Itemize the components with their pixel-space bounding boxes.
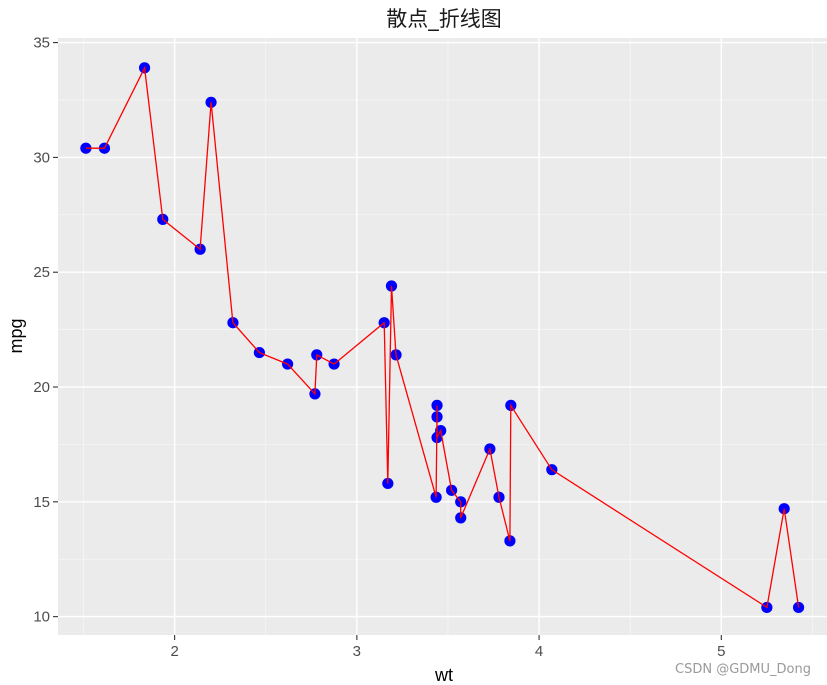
plot-panel [58,38,827,635]
axis-ticks: 2 3 4 5 10 15 20 25 30 35 [33,35,725,660]
data-point [431,399,443,411]
y-tick-label: 20 [33,379,50,396]
data-point [80,142,92,154]
data-point [792,601,805,614]
watermark: CSDN @GDMU_Dong [675,662,811,677]
y-tick-label: 30 [33,149,50,166]
y-tick-label: 15 [33,494,50,511]
y-tick-label: 25 [33,264,50,281]
y-axis-title: mpg [6,318,26,353]
x-tick-label: 4 [535,643,543,660]
grid-layer [58,38,827,635]
chart-title: 散点_折线图 [386,7,502,32]
y-tick-label: 35 [33,35,50,52]
x-tick-label: 5 [717,643,725,660]
x-tick-label: 3 [353,643,361,660]
series-line [85,65,800,609]
x-tick-label: 2 [170,643,178,660]
x-axis-title: wt [434,665,453,685]
y-tick-label: 10 [33,609,50,626]
